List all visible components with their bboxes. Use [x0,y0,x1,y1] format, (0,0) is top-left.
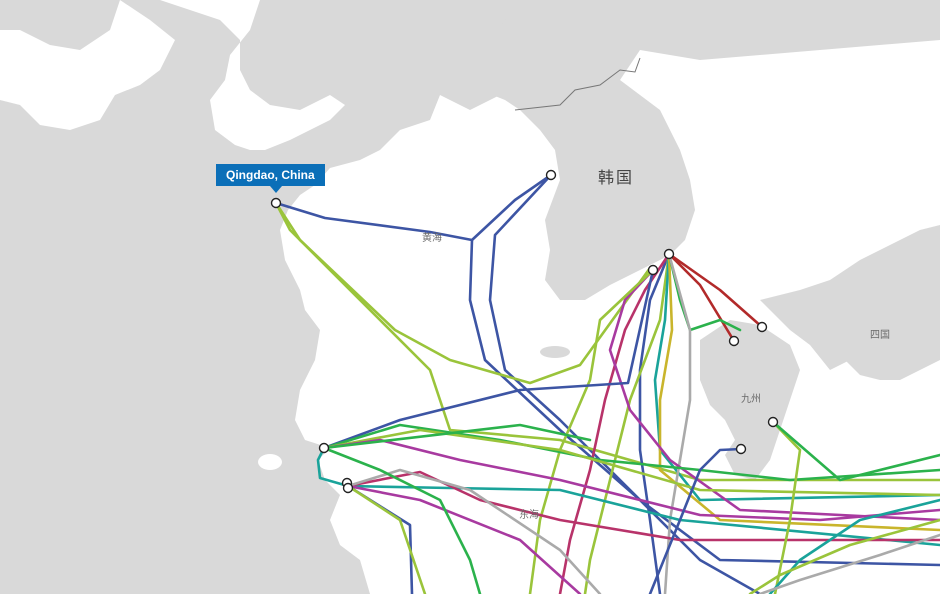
jeju-island [540,346,570,358]
station-geoje[interactable] [647,264,659,276]
cable-sh-7[interactable] [346,468,602,594]
station-fukuoka[interactable] [728,335,740,347]
cable-sh-1[interactable] [322,268,655,450]
label-korea: 韩国 [598,168,635,187]
cable-busan-10[interactable] [608,268,940,522]
cable-busan-4[interactable] [583,252,671,594]
cable-korea-south-2[interactable] [468,238,940,567]
cable-sh-4[interactable] [316,446,940,547]
korean-peninsula [470,0,940,300]
cable-busan-1[interactable] [667,252,764,329]
station-busan[interactable] [663,248,675,260]
station-taean[interactable] [545,169,557,181]
cable-busan-9[interactable] [663,252,692,594]
china-land [0,0,540,594]
cable-busan-7[interactable] [658,252,940,532]
tooltip-pointer [270,186,282,193]
label-kyushu: 九州 [741,394,761,405]
label-shikoku: 四国 [870,330,890,341]
station-kagoshima[interactable] [735,443,747,455]
cable-layer[interactable] [274,173,940,594]
cable-qingdao-korea-2[interactable] [274,201,652,385]
north-coast [0,0,120,50]
tooltip-text: Qingdao, China [226,168,315,182]
label-yellow-sea: 黄海 [422,233,442,244]
label-east-china-sea: 东海 [519,510,539,521]
cable-japan-sw-1[interactable] [768,498,940,594]
station-qingdao[interactable] [270,197,282,209]
bohai-gulf [160,0,345,150]
cable-sh-11[interactable] [322,446,482,594]
cable-japan-sw-3[interactable] [758,533,940,594]
station-kitakyushu[interactable] [756,321,768,333]
japan-honshu [760,225,940,370]
station-tooltip: Qingdao, China [216,164,325,193]
cable-sh-10[interactable] [346,484,427,594]
station-miyazaki[interactable] [767,416,779,428]
cable-kyushu-2[interactable] [771,420,940,482]
border-line [514,57,641,111]
cable-sh-3[interactable] [322,428,940,497]
cable-kyushu-1[interactable] [771,420,802,594]
cable-kyushu-3[interactable] [648,447,743,594]
cable-sh-8[interactable] [346,484,582,594]
japan-shikoku [840,300,940,380]
cable-busan-5[interactable] [653,252,940,502]
cable-sh-5[interactable] [322,438,940,522]
landing-stations[interactable] [270,169,779,494]
cable-sh-12[interactable] [322,423,592,450]
cable-sh-2[interactable] [322,423,940,482]
cable-qingdao-korea[interactable] [274,173,553,242]
station-nanhui[interactable] [318,442,330,454]
cable-japan-sw-2[interactable] [748,518,940,594]
cable-busan-3[interactable] [638,252,671,594]
coastal-lake [258,454,282,470]
cable-busan-11[interactable] [528,268,655,594]
station-shanghai[interactable] [342,482,354,494]
cable-busan-6[interactable] [558,252,671,594]
cable-sh-6[interactable] [346,470,940,542]
japan-kyushu [700,320,800,480]
cable-korea-south-1[interactable] [488,173,762,594]
